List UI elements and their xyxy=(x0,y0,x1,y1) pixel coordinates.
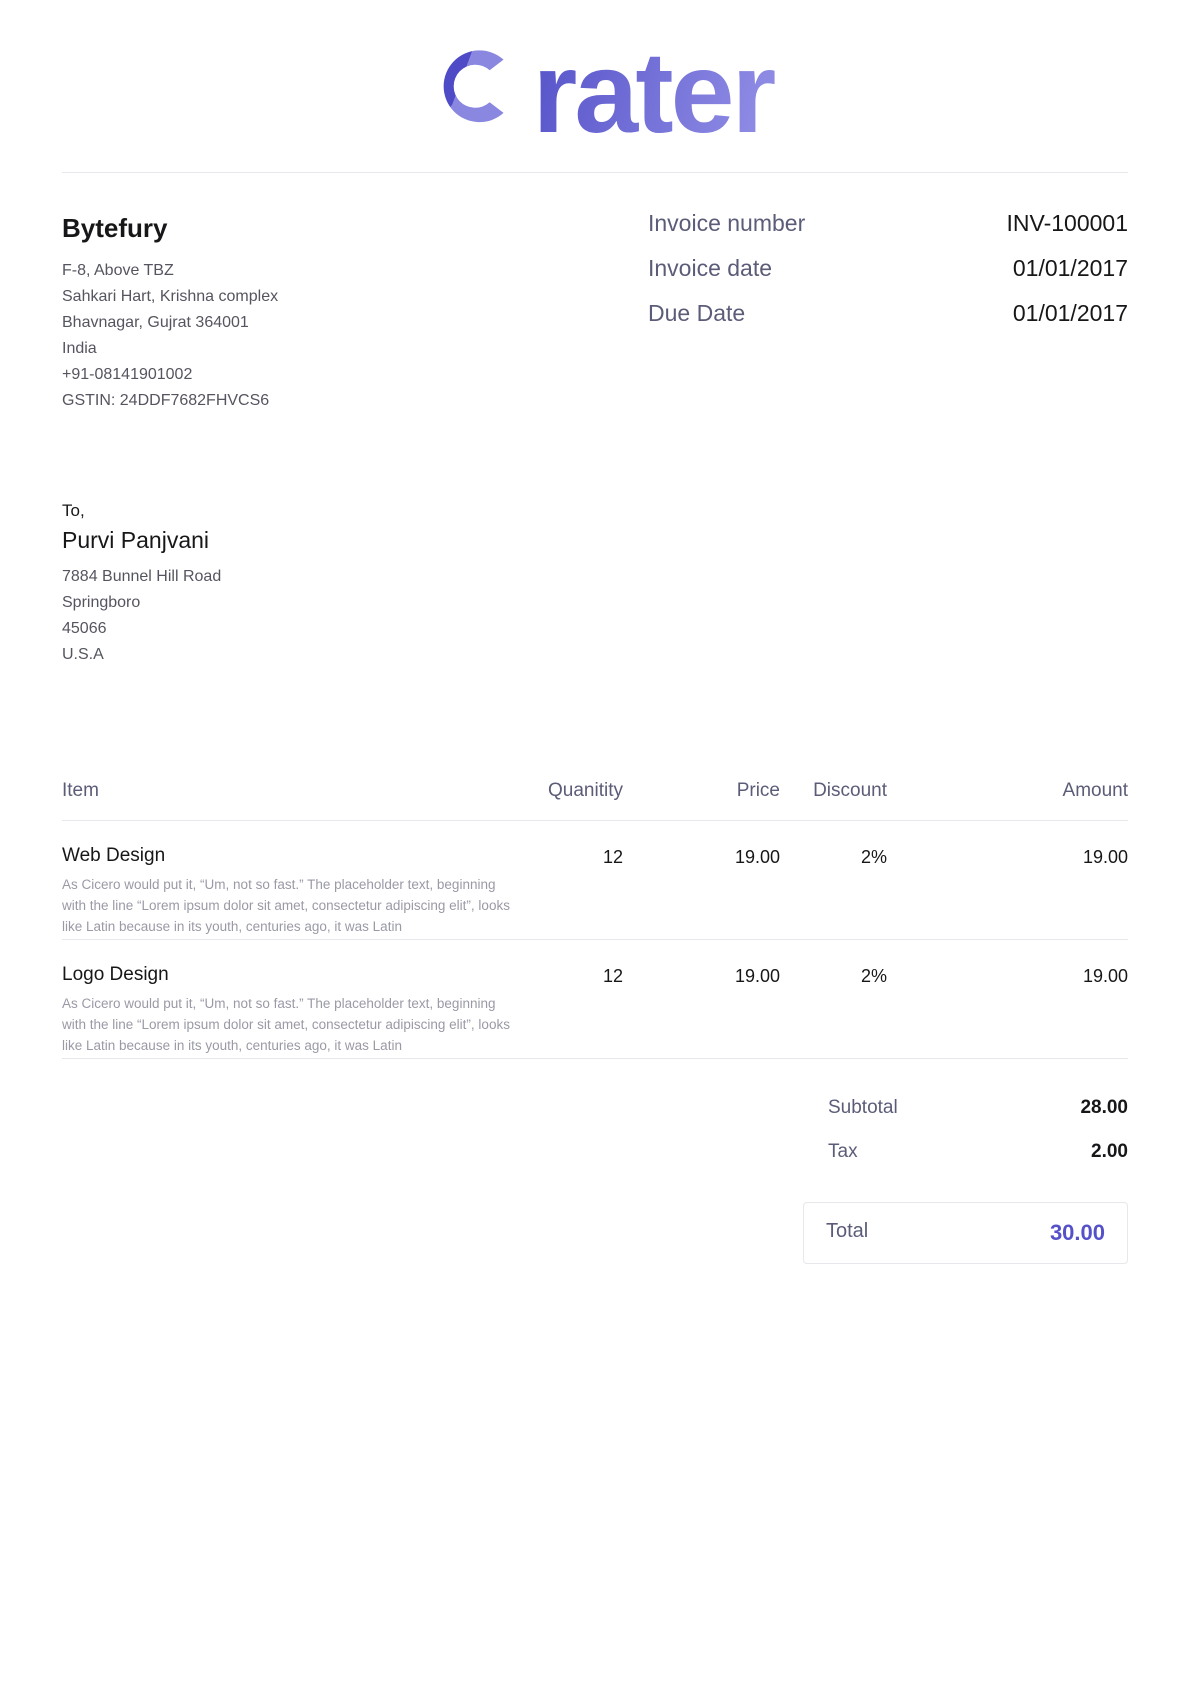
svg-text:rater: rater xyxy=(533,29,775,157)
